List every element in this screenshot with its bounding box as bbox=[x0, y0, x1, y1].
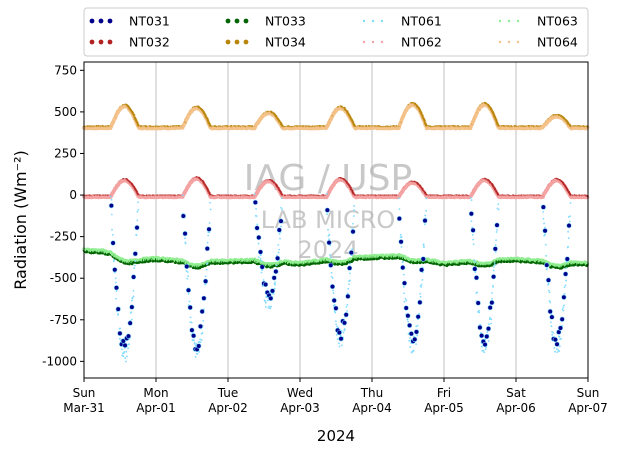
nt034-point bbox=[343, 106, 346, 110]
nt034-point bbox=[494, 118, 498, 122]
nt032-point bbox=[567, 191, 571, 194]
nt034-point bbox=[203, 113, 207, 116]
nt034-point bbox=[423, 119, 426, 123]
nt034-point bbox=[136, 121, 139, 124]
nt032-point bbox=[349, 186, 352, 189]
nt034-point bbox=[421, 114, 424, 117]
nt034-point bbox=[274, 114, 278, 118]
plot-area bbox=[82, 101, 590, 363]
nt034-point bbox=[351, 120, 354, 124]
nt034-point bbox=[132, 113, 136, 117]
nt034-point bbox=[206, 119, 209, 122]
